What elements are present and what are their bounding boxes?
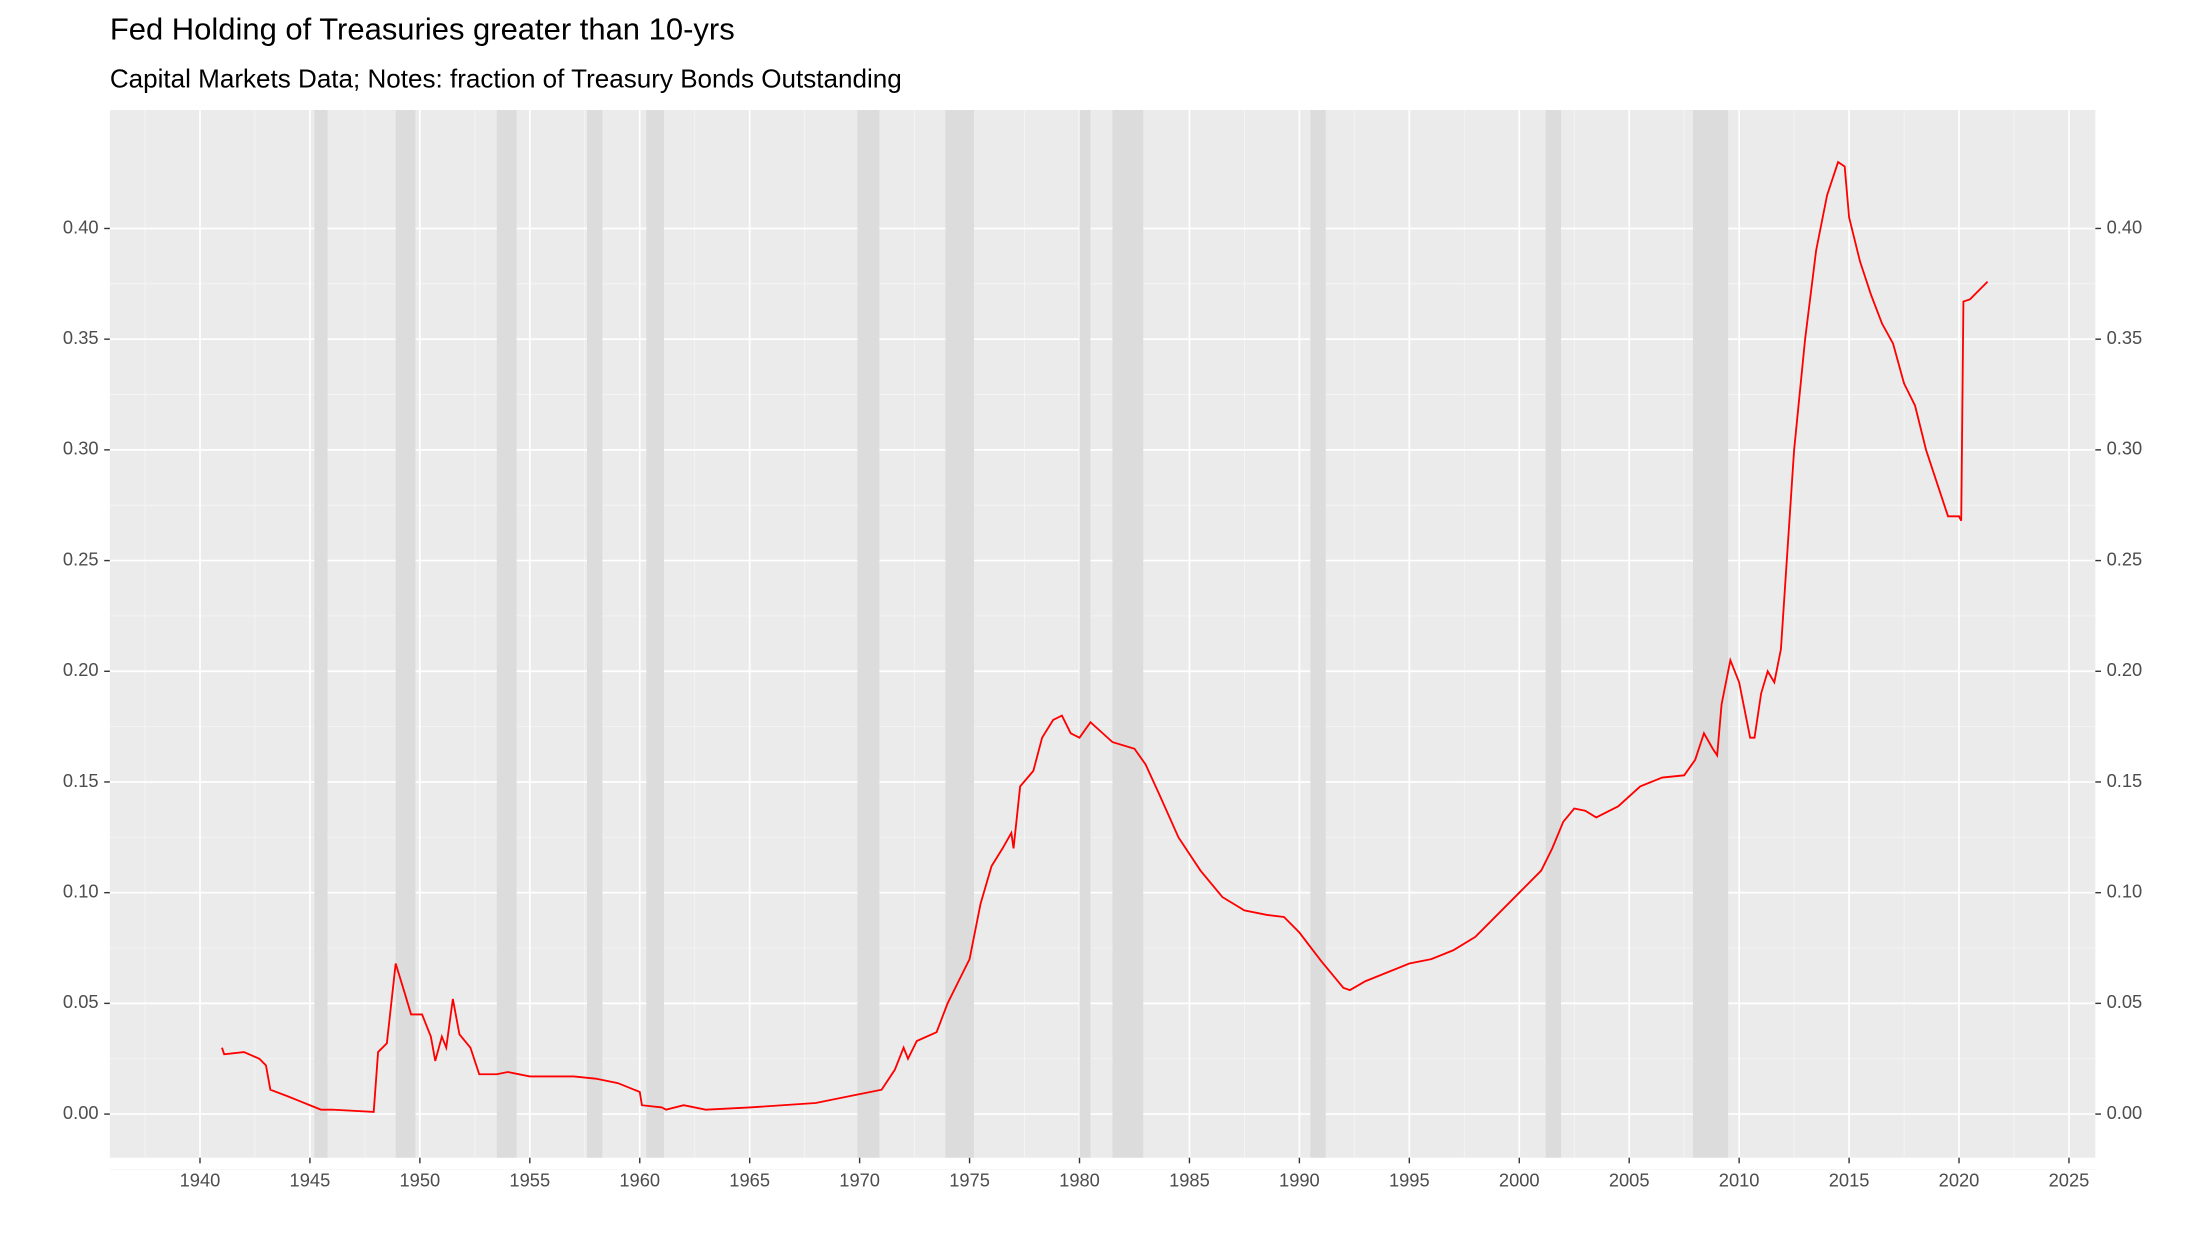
recession-band xyxy=(1112,110,1144,1158)
x-tick-label: 1970 xyxy=(839,1169,880,1190)
x-tick-label: 1975 xyxy=(949,1169,990,1190)
recession-band xyxy=(395,110,416,1158)
x-tick-label: 2020 xyxy=(1939,1169,1980,1190)
x-tick-label: 2005 xyxy=(1609,1169,1650,1190)
x-tick-label: 1995 xyxy=(1389,1169,1430,1190)
x-tick-label: 2000 xyxy=(1499,1169,1540,1190)
y-tick-label: 0.20 xyxy=(63,659,99,680)
y2-tick-label: 0.10 xyxy=(2107,881,2143,902)
y2-tick-label: 0.40 xyxy=(2107,216,2143,237)
x-tick-label: 1955 xyxy=(509,1169,550,1190)
recession-band xyxy=(1079,110,1091,1158)
y-tick-label: 0.15 xyxy=(63,770,99,791)
recession-band xyxy=(1692,110,1729,1158)
y-tick-label: 0.40 xyxy=(63,216,99,237)
chart-title: Fed Holding of Treasuries greater than 1… xyxy=(110,11,735,46)
y2-tick-label: 0.00 xyxy=(2107,1102,2143,1123)
x-tick-label: 1980 xyxy=(1059,1169,1100,1190)
recession-band xyxy=(945,110,974,1158)
recession-band xyxy=(586,110,603,1158)
y-tick-label: 0.10 xyxy=(63,881,99,902)
recession-band xyxy=(857,110,880,1158)
x-tick-label: 1940 xyxy=(180,1169,221,1190)
x-tick-label: 2010 xyxy=(1719,1169,1760,1190)
y-tick-label: 0.00 xyxy=(63,1102,99,1123)
x-tick-label: 2015 xyxy=(1829,1169,1870,1190)
data-line xyxy=(221,160,1989,1113)
x-tick-label: 1960 xyxy=(619,1169,660,1190)
recession-band xyxy=(496,110,517,1158)
x-tick-label: 1950 xyxy=(400,1169,441,1190)
recession-band xyxy=(314,110,328,1158)
y-tick-label: 0.30 xyxy=(63,438,99,459)
chart-subtitle: Capital Markets Data; Notes: fraction of… xyxy=(110,63,902,93)
x-tick-label: 2025 xyxy=(2049,1169,2090,1190)
panel xyxy=(109,110,2096,1158)
x-tick-label: 1945 xyxy=(290,1169,331,1190)
y-tick-label: 0.35 xyxy=(63,327,99,348)
x-tick-label: 1965 xyxy=(729,1169,770,1190)
y2-tick-label: 0.30 xyxy=(2107,438,2143,459)
x-tick-label: 1985 xyxy=(1169,1169,1210,1190)
x-tick-label: 1990 xyxy=(1279,1169,1320,1190)
y2-tick-label: 0.20 xyxy=(2107,659,2143,680)
y2-tick-label: 0.35 xyxy=(2107,327,2143,348)
recession-band xyxy=(646,110,664,1158)
recession-band xyxy=(1310,110,1326,1158)
y2-tick-label: 0.15 xyxy=(2107,770,2143,791)
y2-tick-label: 0.25 xyxy=(2107,548,2143,569)
y2-tick-label: 0.05 xyxy=(2107,991,2143,1012)
y-tick-label: 0.25 xyxy=(63,548,99,569)
recession-band xyxy=(1545,110,1562,1158)
y-tick-label: 0.05 xyxy=(63,991,99,1012)
